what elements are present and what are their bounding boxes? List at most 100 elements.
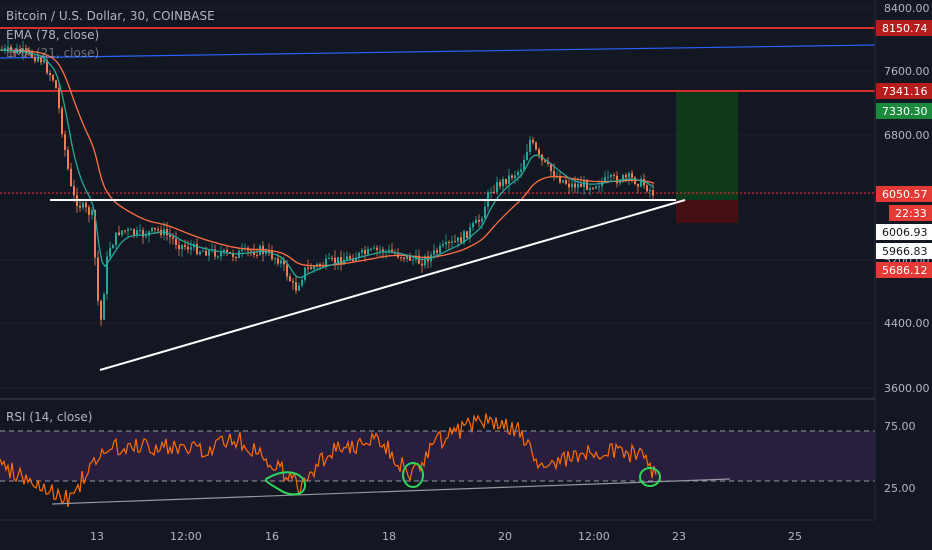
candle-body xyxy=(619,181,621,184)
candle-body xyxy=(61,108,63,135)
candle-body xyxy=(613,174,615,176)
candle-body xyxy=(595,186,597,189)
candle-body xyxy=(544,160,546,162)
time-label: 23 xyxy=(672,530,686,543)
candle-body xyxy=(298,285,300,291)
candle-body xyxy=(448,242,450,244)
candle-body xyxy=(379,249,381,251)
price-tag-countdown: 22:33 xyxy=(889,205,932,221)
candle-body xyxy=(253,251,255,255)
candle-body xyxy=(169,235,171,238)
candle-body xyxy=(382,249,384,253)
candle-body xyxy=(25,48,27,51)
annotation-circle-3[interactable] xyxy=(639,467,661,487)
candle-body xyxy=(34,57,36,62)
candle-body xyxy=(325,258,327,266)
candle-body xyxy=(184,244,186,247)
rsi-trendline[interactable] xyxy=(51,478,731,505)
candle-body xyxy=(217,256,219,258)
candle-body xyxy=(568,183,570,188)
candle-body xyxy=(151,227,153,232)
candle-body xyxy=(97,257,99,301)
time-axis[interactable]: 13 12:00 16 18 20 12:00 23 25 xyxy=(0,519,932,550)
candle-body xyxy=(259,245,261,255)
candle-body xyxy=(175,238,177,245)
candle-body xyxy=(166,229,168,236)
candle-body xyxy=(616,175,618,184)
candle-body xyxy=(400,257,402,259)
candle-body xyxy=(442,244,444,246)
candle-body xyxy=(319,264,321,266)
ema-label[interactable]: EMA (78, close) xyxy=(6,28,99,42)
candle-body xyxy=(250,250,252,252)
svg-text:8150.74: 8150.74 xyxy=(882,22,928,35)
candle-body xyxy=(481,218,483,222)
candle-body xyxy=(274,258,276,260)
price-pane[interactable]: Bitcoin / U.S. Dollar, 30, COINBASE EMA … xyxy=(0,0,876,398)
rsi-line[interactable] xyxy=(0,413,657,507)
candle-body xyxy=(109,248,111,257)
candle-body xyxy=(238,250,240,259)
ema2-label[interactable]: EMA (21, close) xyxy=(6,46,99,60)
svg-text:22:33: 22:33 xyxy=(895,207,927,220)
candle-body xyxy=(610,174,612,177)
candle-body xyxy=(154,227,156,230)
candle-body xyxy=(130,229,132,231)
candle-body xyxy=(271,251,273,259)
candle-body xyxy=(592,187,594,189)
svg-text:7330.30: 7330.30 xyxy=(882,105,928,118)
price-tick: 3600.00 xyxy=(884,382,930,395)
candle-body xyxy=(583,180,585,188)
candle-body xyxy=(136,230,138,235)
candle-body xyxy=(520,169,522,172)
candle-body xyxy=(157,229,159,231)
candle-body xyxy=(73,185,75,196)
candle-body xyxy=(523,159,525,170)
candle-body xyxy=(553,171,555,178)
candle-body xyxy=(277,258,279,264)
candle-body xyxy=(565,180,567,184)
time-label: 18 xyxy=(382,530,396,543)
candle-body xyxy=(454,241,456,243)
candle-body xyxy=(187,246,189,250)
candle-body xyxy=(196,244,198,255)
candle-body xyxy=(13,50,15,53)
candle-body xyxy=(124,230,126,232)
rsi-pane[interactable]: RSI (14, close) xyxy=(0,410,875,507)
candle-body xyxy=(10,46,12,51)
time-label: 16 xyxy=(265,530,279,543)
time-label: 12:00 xyxy=(170,530,202,543)
ema-fast-line[interactable] xyxy=(0,49,655,279)
candle-body xyxy=(118,232,120,235)
position-profit-zone[interactable] xyxy=(676,92,738,200)
candle-body xyxy=(358,252,360,258)
candle-body xyxy=(562,180,564,183)
position-loss-zone[interactable] xyxy=(676,200,738,223)
candle-body xyxy=(145,235,147,237)
candle-body xyxy=(574,183,576,188)
ema-slow-line[interactable] xyxy=(0,49,655,267)
candle-body xyxy=(331,257,333,259)
price-axis[interactable]: 8400.00 7600.00 6800.00 5200.00 4400.00 … xyxy=(874,0,932,520)
candle-body xyxy=(622,174,624,182)
candle-body xyxy=(445,242,447,245)
annotation-circle-1[interactable] xyxy=(264,471,306,496)
svg-text:6006.93: 6006.93 xyxy=(882,226,928,239)
candle-body xyxy=(46,60,48,74)
ascending-trendline[interactable] xyxy=(99,199,686,371)
ema-long-line[interactable] xyxy=(0,44,876,59)
candle-body xyxy=(457,237,459,242)
candle-body xyxy=(202,250,204,252)
candle-body xyxy=(199,251,201,255)
candle-body xyxy=(652,190,654,196)
annotation-circle-2[interactable] xyxy=(402,462,424,488)
candle-body xyxy=(40,57,42,63)
rsi-label[interactable]: RSI (14, close) xyxy=(6,410,92,424)
candle-body xyxy=(235,256,237,259)
candle-body xyxy=(604,177,606,182)
candle-body xyxy=(226,249,228,253)
candle-body xyxy=(406,255,408,259)
candle-body xyxy=(208,250,210,256)
price-tick: 8400.00 xyxy=(884,2,930,15)
